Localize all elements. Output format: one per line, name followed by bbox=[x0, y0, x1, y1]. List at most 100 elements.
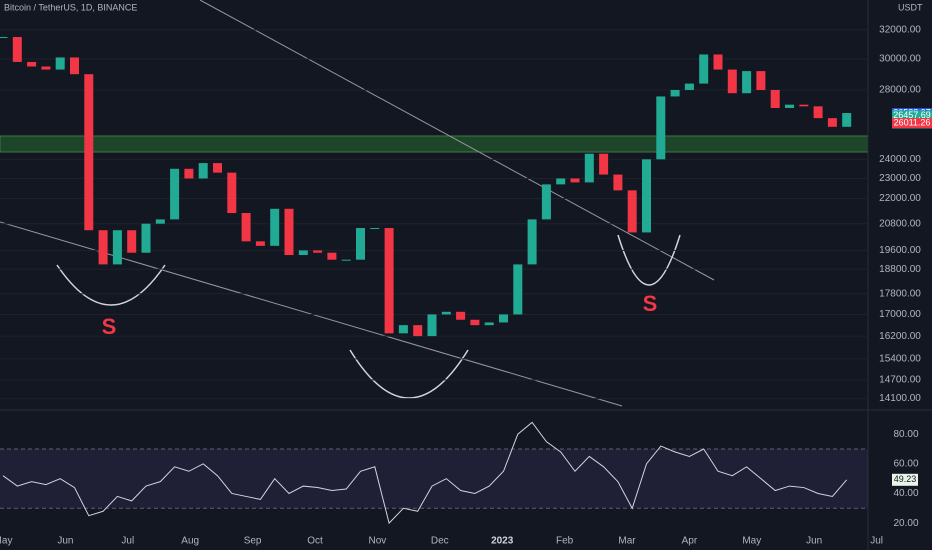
candle-body bbox=[27, 61, 37, 67]
rsi-line bbox=[2, 421, 848, 525]
candle-body bbox=[298, 250, 308, 256]
x-tick-label: May bbox=[742, 536, 761, 547]
curve bbox=[617, 234, 681, 286]
y-tick-label: 22000.00 bbox=[879, 193, 921, 204]
candle-body bbox=[756, 71, 766, 90]
candle-body bbox=[398, 325, 408, 334]
y-tick-label: 20800.00 bbox=[879, 218, 921, 229]
candle-body bbox=[370, 228, 380, 230]
candle-body bbox=[127, 230, 137, 253]
candle-body bbox=[198, 163, 208, 179]
y-tick-label: 16200.00 bbox=[879, 331, 921, 342]
candle-body bbox=[713, 54, 723, 70]
curve bbox=[349, 349, 469, 399]
candle-body bbox=[742, 71, 752, 94]
candle-body bbox=[41, 66, 51, 70]
rsi-tick-label: 60.00 bbox=[893, 458, 918, 469]
x-tick-label: Oct bbox=[307, 536, 323, 547]
marks: 32000.00 30000.00 28000.00 24000.00 23000.00… bbox=[0, 25, 932, 547]
candle-body bbox=[70, 57, 79, 75]
candle-body bbox=[356, 228, 365, 260]
candle-body bbox=[341, 259, 351, 261]
candle-body bbox=[170, 168, 180, 220]
rsi-tick-label: 20.00 bbox=[893, 518, 918, 529]
candle-body bbox=[255, 241, 265, 246]
candle-body bbox=[12, 36, 22, 62]
candle-body bbox=[213, 163, 222, 173]
y-tick-label: 23000.00 bbox=[879, 173, 921, 184]
candle-body bbox=[499, 314, 508, 323]
x-tick-label: Feb bbox=[556, 536, 574, 547]
x-tick-label: Aug bbox=[181, 536, 199, 547]
candle-body bbox=[599, 153, 609, 175]
x-tick-label: 2023 bbox=[491, 536, 514, 547]
candle-body bbox=[541, 184, 551, 220]
price-tag-label: 26457.69 bbox=[893, 110, 931, 120]
candle-body bbox=[627, 190, 637, 233]
candle-body bbox=[84, 74, 94, 231]
price-tag bbox=[892, 118, 932, 129]
candle-body bbox=[155, 219, 165, 224]
candle-body bbox=[456, 311, 466, 320]
rsi-tick-label: 80.00 bbox=[893, 429, 918, 440]
y-tick-label: 18800.00 bbox=[879, 264, 921, 275]
chart-title: Bitcoin / TetherUS, 1D, BINANCE bbox=[4, 2, 137, 12]
x-tick-label: Nov bbox=[369, 536, 387, 547]
candle-body bbox=[670, 89, 680, 97]
candle-body bbox=[112, 230, 122, 265]
y-tick-label: 19600.00 bbox=[879, 245, 921, 256]
y-tick-label: 24000.00 bbox=[879, 154, 921, 165]
y-tick-label: 30000.00 bbox=[879, 54, 921, 65]
unit: USDT bbox=[898, 2, 923, 12]
candle-body bbox=[141, 223, 151, 253]
candle-body bbox=[785, 104, 794, 109]
rsi-tick-label: 40.00 bbox=[893, 488, 918, 499]
price-tag-label: 26011.26 bbox=[894, 117, 931, 127]
annotation: S bbox=[102, 314, 117, 339]
candle-body bbox=[184, 168, 194, 179]
candle-body bbox=[584, 153, 594, 183]
candle-body bbox=[827, 118, 837, 127]
candle-body bbox=[684, 83, 694, 90]
annotation: S bbox=[643, 291, 658, 316]
candle-body bbox=[227, 172, 237, 214]
x-tick-label: Apr bbox=[682, 536, 698, 547]
rsi-value-label: 49.23 bbox=[894, 474, 917, 484]
curve bbox=[56, 264, 166, 306]
y-tick-label: 28000.00 bbox=[879, 85, 921, 96]
x-tick-label: Jul bbox=[870, 536, 883, 547]
rsi-band bbox=[0, 449, 868, 509]
y-tick-label: 14100.00 bbox=[879, 393, 921, 404]
y-tick-label: 17000.00 bbox=[879, 309, 921, 320]
support-zone bbox=[0, 135, 869, 153]
y-tick-label: 17800.00 bbox=[879, 288, 921, 299]
x-tick-label: Sep bbox=[244, 536, 262, 547]
x-tick-label: May bbox=[0, 536, 12, 547]
candle-body bbox=[727, 69, 737, 94]
candle-body bbox=[842, 113, 852, 127]
x-tick-label: Jul bbox=[121, 536, 134, 547]
candle-body bbox=[413, 325, 423, 337]
x-tick-label: Dec bbox=[431, 536, 449, 547]
candle-body bbox=[813, 106, 823, 119]
candle-body bbox=[55, 57, 65, 70]
candle-body bbox=[642, 159, 651, 233]
candle-body bbox=[656, 96, 666, 160]
candle-body bbox=[556, 178, 566, 185]
candle-body bbox=[241, 213, 251, 242]
trend-line bbox=[199, 0, 715, 281]
candle-body bbox=[284, 208, 294, 256]
candle-body bbox=[799, 104, 809, 107]
x-tick-label: Jun bbox=[806, 536, 822, 547]
candle-body bbox=[313, 250, 323, 253]
candle-body bbox=[98, 230, 108, 265]
candle-body bbox=[484, 322, 494, 326]
candle-body bbox=[570, 178, 580, 183]
x-tick-label: Mar bbox=[618, 536, 636, 547]
candle-body bbox=[0, 36, 8, 38]
candle-body bbox=[770, 89, 780, 109]
candle-body bbox=[327, 252, 337, 260]
candle-body bbox=[513, 264, 523, 315]
